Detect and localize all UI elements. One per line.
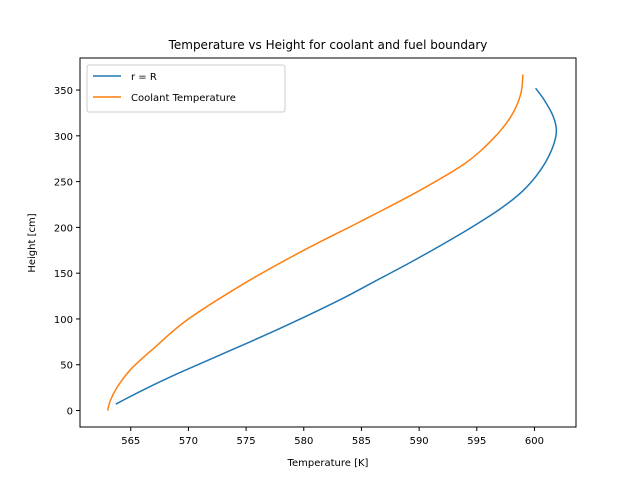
x-tick-label: 565 <box>121 436 140 447</box>
y-tick-label: 50 <box>60 361 73 372</box>
legend-box <box>86 64 286 113</box>
x-tick-label: 595 <box>467 436 486 447</box>
y-tick-label: 300 <box>54 132 73 143</box>
x-tick-label: 585 <box>352 436 371 447</box>
y-tick-label: 200 <box>54 223 73 234</box>
series-line-coolant-temperature <box>106 74 524 411</box>
y-tick-label: 150 <box>54 269 73 280</box>
chart-title: Temperature vs Height for coolant and fu… <box>168 38 488 52</box>
y-axis-label: Height [cm] <box>27 213 38 272</box>
legend-label-coolant-temperature: Coolant Temperature <box>131 93 236 104</box>
x-axis-label: Temperature [K] <box>287 458 369 469</box>
x-tick-label: 570 <box>179 436 198 447</box>
x-tick-label: 590 <box>410 436 429 447</box>
x-axis-ticks: 565 570 575 580 585 590 595 600 <box>121 427 544 447</box>
series-layer <box>106 74 558 411</box>
y-axis-ticks: 0 50 100 150 200 250 300 350 <box>54 86 80 418</box>
series-line-r-r <box>115 87 558 405</box>
plot-area <box>79 57 577 428</box>
y-tick-label: 100 <box>54 315 73 326</box>
legend-label-r-equals-r: r = R <box>131 72 157 83</box>
y-tick-label: 250 <box>54 178 73 189</box>
y-tick-label: 0 <box>67 407 73 418</box>
x-tick-label: 580 <box>294 436 313 447</box>
x-tick-label: 575 <box>237 436 256 447</box>
y-tick-label: 350 <box>54 86 73 97</box>
x-tick-label: 600 <box>525 436 544 447</box>
legend: r = R Coolant Temperature <box>86 64 286 113</box>
